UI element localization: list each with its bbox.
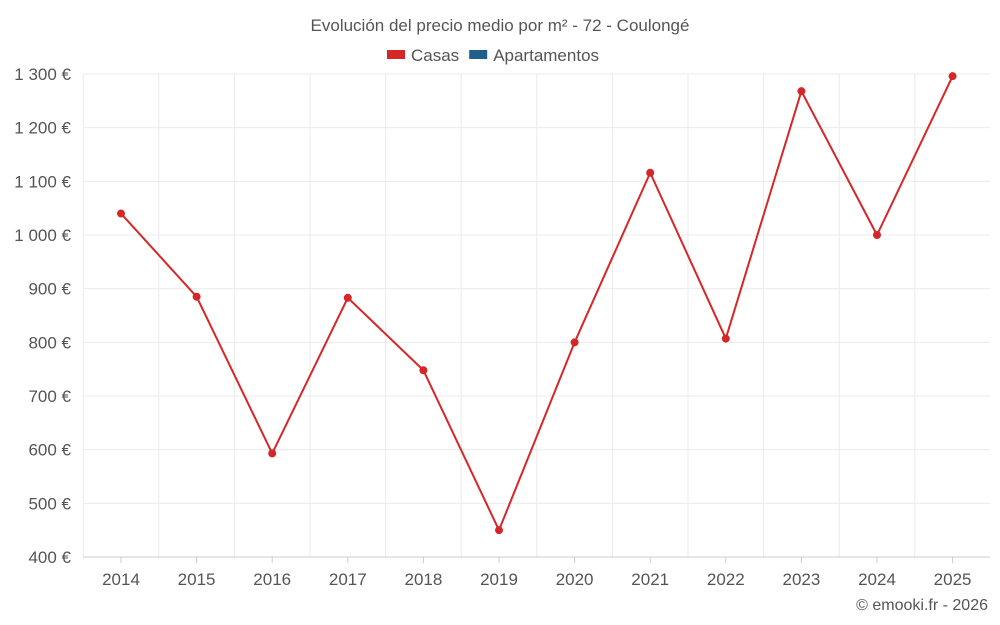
- x-tick-label: 2018: [404, 570, 442, 589]
- x-tick-label: 2017: [329, 570, 367, 589]
- x-tick-label: 2022: [707, 570, 745, 589]
- data-point-2015[interactable]: [192, 292, 201, 301]
- legend-swatch-apartamentos: [469, 50, 488, 59]
- data-point-2021[interactable]: [646, 168, 655, 177]
- data-point-2019[interactable]: [495, 526, 503, 535]
- series-layer: [117, 72, 957, 535]
- x-tick-label: 2015: [178, 570, 216, 589]
- data-point-2020[interactable]: [570, 338, 579, 347]
- x-tick-label: 2025: [934, 570, 972, 589]
- legend: Casas Apartamentos: [387, 46, 599, 65]
- data-point-2014[interactable]: [117, 209, 125, 218]
- x-tick-label: 2019: [480, 570, 518, 589]
- x-tick-label: 2014: [102, 570, 140, 589]
- legend-label-apartamentos[interactable]: Apartamentos: [493, 46, 599, 65]
- x-tick-label: 2016: [253, 570, 291, 589]
- y-axis: 400 € 500 € 600 € 700 € 800 € 900 € 1 000 € 1 1…: [14, 65, 71, 567]
- x-tick-label: 2023: [782, 570, 820, 589]
- data-point-2018[interactable]: [419, 366, 428, 375]
- y-tick-label: 1 300 €: [14, 65, 71, 84]
- y-tick-label: 900 €: [28, 280, 71, 299]
- legend-label-casas[interactable]: Casas: [411, 46, 459, 65]
- y-tick-label: 1 000 €: [14, 226, 71, 245]
- x-axis: 2014 2015 2016 2017 2018 2019 2020 2021 2022 2023…: [83, 556, 990, 589]
- chart-title: Evolución del precio medio por m² - 72 -…: [311, 16, 690, 35]
- y-tick-label: 400 €: [28, 548, 71, 567]
- y-tick-label: 500 €: [28, 494, 71, 513]
- x-tick-label: 2020: [556, 570, 594, 589]
- data-point-2016[interactable]: [268, 449, 277, 458]
- legend-swatch-casas: [387, 50, 405, 59]
- y-tick-label: 700 €: [28, 387, 71, 406]
- grid-layer: [82, 73, 990, 558]
- y-tick-label: 600 €: [28, 441, 71, 460]
- series-line-casas: [120, 75, 954, 532]
- x-tick-label: 2021: [631, 570, 669, 589]
- data-point-2023[interactable]: [797, 87, 806, 96]
- data-point-2022[interactable]: [721, 334, 730, 343]
- x-tick-label: 2024: [858, 570, 896, 589]
- y-tick-label: 1 100 €: [14, 172, 71, 191]
- data-point-2025[interactable]: [948, 72, 957, 81]
- credit-text: © emooki.fr - 2026: [856, 597, 988, 614]
- data-point-2024[interactable]: [873, 231, 881, 239]
- data-point-2017[interactable]: [343, 293, 352, 302]
- y-tick-label: 800 €: [28, 333, 71, 352]
- y-tick-label: 1 200 €: [14, 119, 71, 138]
